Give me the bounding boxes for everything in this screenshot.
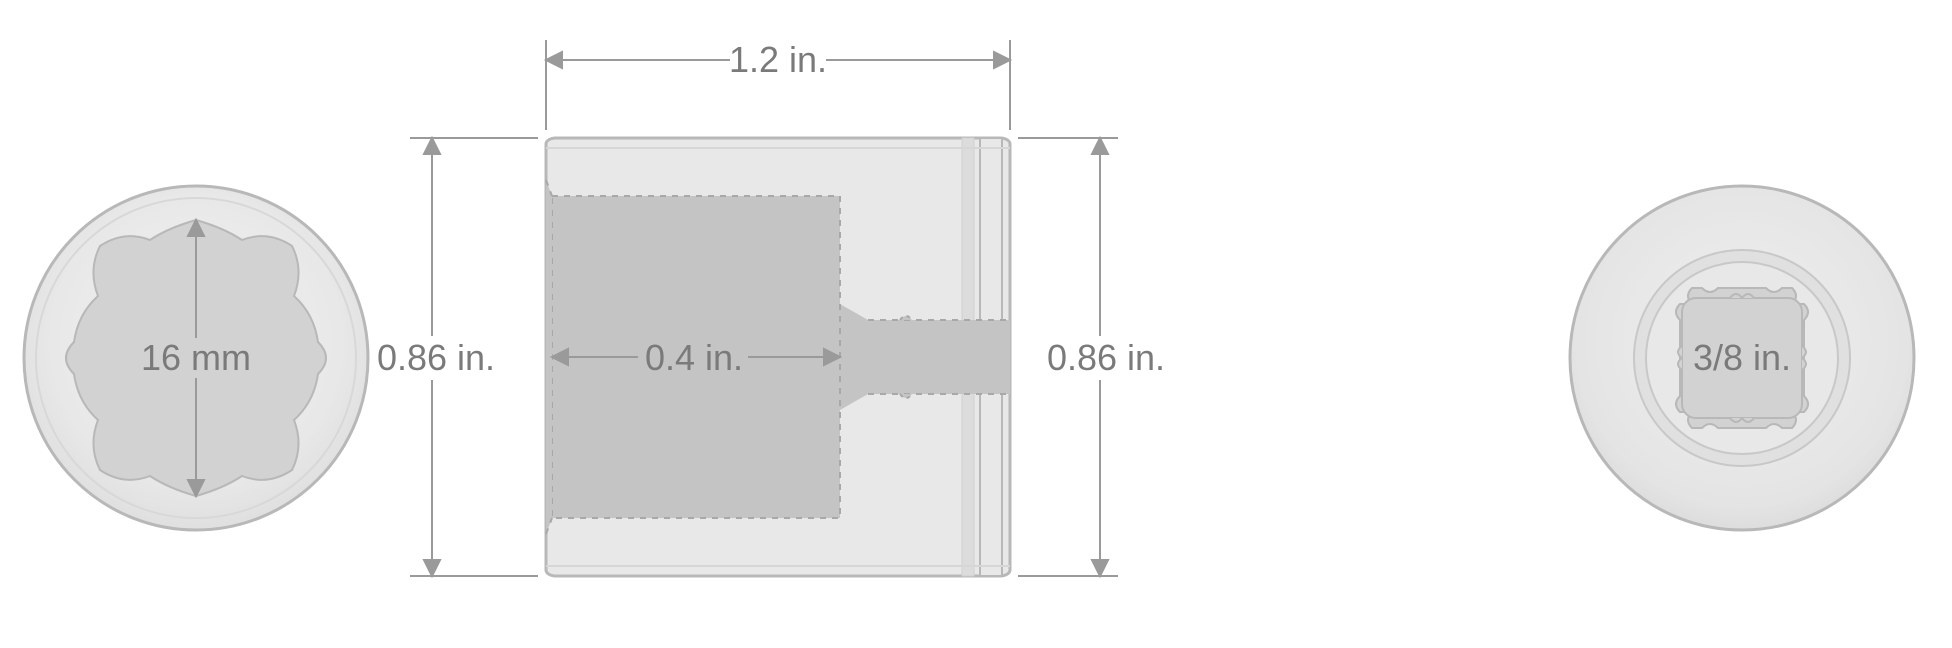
side-view [400,20,1120,640]
side-dim-top-label: 1.2 in. [729,39,827,81]
side-dim-right-label: 0.86 in. [1047,337,1165,379]
side-dim-left-label: 0.86 in. [377,337,495,379]
front-dim-label: 16 mm [141,337,251,379]
side-dim-depth-label: 0.4 in. [645,337,743,379]
diagram-canvas: 16 mm [0,0,1952,648]
back-dim-label: 3/8 in. [1693,337,1791,379]
